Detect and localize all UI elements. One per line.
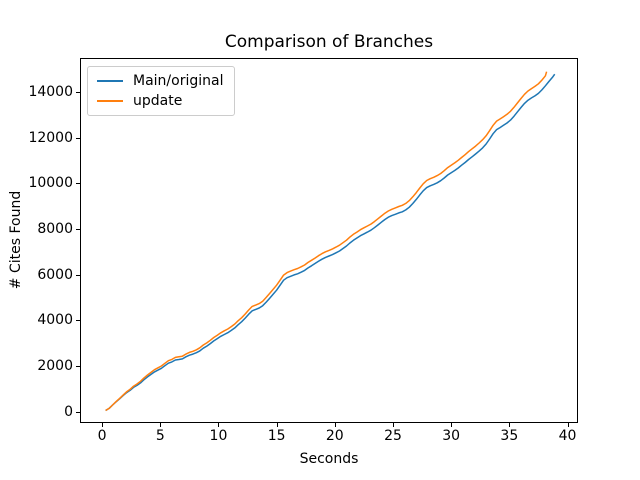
x-tick-label: 20 [325,428,344,444]
y-tick-label: 10000 [28,175,73,192]
x-tick-mark [509,423,511,427]
y-tick-mark [76,320,80,322]
x-tick-mark [567,423,569,427]
x-tick-mark [102,423,104,427]
y-tick-mark [76,229,80,231]
y-tick-label: 6000 [37,266,73,283]
x-tick-label: 35 [500,428,519,444]
y-tick-label: 4000 [37,312,73,329]
legend-label-update: update [133,93,183,109]
legend: Main/original update [87,66,236,116]
legend-item-update: update [97,91,223,111]
y-tick-label: 14000 [28,84,73,101]
x-tick-label: 15 [267,428,286,444]
legend-line-swatch-main [97,80,123,82]
plot-canvas [80,58,578,423]
x-tick-mark [276,423,278,427]
x-tick-mark [160,423,162,427]
legend-label-main: Main/original [133,73,224,89]
x-tick-label: 30 [442,428,461,444]
legend-item-main-original: Main/original [97,71,223,91]
y-tick-mark [76,137,80,139]
y-tick-label: 12000 [28,129,73,146]
x-tick-label: 10 [209,428,228,444]
x-axis-label: Seconds [299,451,359,467]
y-tick-label: 0 [64,403,73,420]
x-tick-label: 0 [97,428,107,444]
y-tick-label: 2000 [37,357,73,374]
x-tick-mark [392,423,394,427]
x-tick-label: 5 [155,428,165,444]
axes-frame [80,58,578,423]
line-series-main-original [105,73,556,412]
y-tick-mark [76,274,80,276]
y-tick-mark [76,365,80,367]
line-series-update [105,71,548,412]
y-tick-mark [76,183,80,185]
y-tick-label: 8000 [37,221,73,238]
y-tick-mark [76,92,80,94]
x-tick-mark [451,423,453,427]
legend-line-swatch-update [97,100,123,102]
y-tick-mark [76,411,80,413]
x-tick-label: 25 [384,428,402,444]
x-tick-mark [334,423,336,427]
x-tick-label: 40 [558,428,577,444]
x-tick-mark [218,423,220,427]
chart-title: Comparison of Branches [224,32,434,52]
